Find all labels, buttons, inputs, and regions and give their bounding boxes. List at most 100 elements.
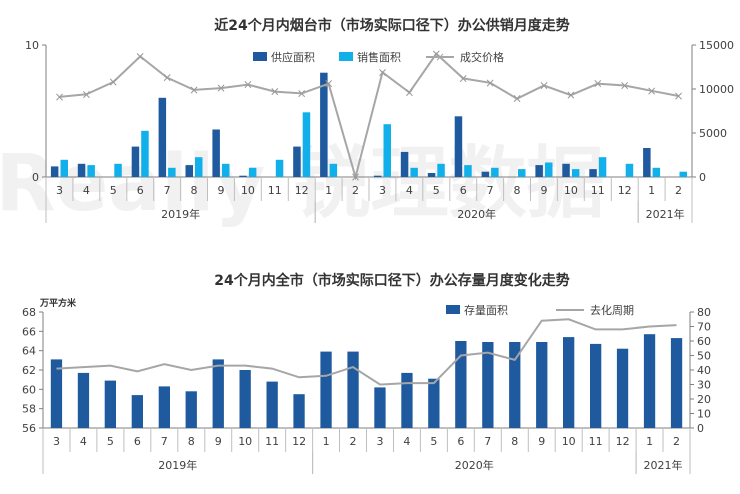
bar-primary	[536, 342, 548, 428]
bar-primary	[589, 169, 597, 177]
chart-bottom: 24个月内全市（市场实际口径下）办公存量月度变化走势 万平方米 56586062…	[22, 272, 711, 474]
bar-secondary	[60, 159, 68, 177]
bar-primary	[509, 342, 521, 428]
x-tick-label: 7	[161, 435, 168, 448]
bar-primary	[77, 163, 86, 177]
x-tick-label: 8	[191, 184, 198, 197]
bar-primary	[373, 175, 382, 177]
x-tick-label: 7	[487, 184, 494, 197]
y-right-tick-label: 60	[697, 335, 711, 348]
x-tick-label: 10	[241, 184, 255, 197]
bar-primary	[239, 175, 247, 177]
bar-primary	[158, 386, 170, 428]
x-tick-label: 3	[377, 435, 384, 448]
y-right-tick-label: 20	[697, 393, 711, 406]
legend-label-supply: 供应面积	[271, 50, 315, 64]
line-marker: ×	[108, 75, 118, 89]
y-right-tick-label: 10	[697, 408, 711, 421]
x-year-label: 2020年	[457, 207, 496, 221]
bar-primary	[50, 166, 59, 177]
x-tick-label: 12	[616, 435, 630, 448]
x-tick-label: 9	[215, 435, 222, 448]
x-tick-label: 4	[406, 184, 413, 197]
x-tick-label: 7	[484, 435, 491, 448]
x-tick-label: 11	[591, 184, 605, 197]
x-year-label: 2019年	[161, 207, 200, 221]
x-tick-label: 2	[673, 435, 680, 448]
y-right-tick-label: 10000	[699, 83, 734, 96]
bar-primary	[212, 359, 224, 428]
y-right-tick-label: 15000	[699, 39, 734, 52]
x-tick-label: 8	[514, 184, 521, 197]
bar-primary	[643, 148, 651, 177]
line-marker: ×	[81, 87, 91, 101]
line-marker: ×	[620, 79, 630, 93]
x-tick-label: 6	[457, 435, 464, 448]
x-tick-label: 11	[268, 184, 282, 197]
chart-bottom-title: 24个月内全市（市场实际口径下）办公存量月度变化走势	[214, 272, 569, 289]
bar-primary	[293, 146, 301, 177]
bar-primary	[562, 163, 570, 177]
bar-secondary	[410, 167, 418, 177]
bar-secondary	[598, 157, 607, 177]
chart-bottom-unit: 万平方米	[39, 297, 77, 309]
x-tick-label: 2	[675, 184, 682, 197]
chart-top: 近24个月内烟台市（市场实际口径下）办公供销月度走势 0 10 0 5000 10000…	[25, 17, 734, 223]
bar-primary	[50, 359, 63, 428]
line-marker: ×	[54, 90, 64, 104]
legend-swatch-supply	[253, 52, 267, 61]
chart-top-title: 近24个月内烟台市（市场实际口径下）办公供销月度走势	[214, 17, 569, 34]
bar-primary	[320, 351, 332, 428]
bar-secondary	[168, 167, 176, 177]
bar-primary	[481, 171, 490, 177]
bar-primary	[239, 370, 251, 428]
y-left-tick-label: 0	[32, 171, 39, 184]
line-marker: ×	[593, 77, 603, 91]
bar-primary	[158, 97, 167, 177]
x-tick-label: 8	[188, 435, 195, 448]
bar-primary	[185, 391, 197, 428]
x-tick-label: 1	[323, 435, 330, 448]
legend-marker-price: ×	[435, 50, 445, 64]
line-marker: ×	[135, 49, 145, 63]
x-tick-label: 3	[379, 184, 386, 197]
legend-swatch-stock	[446, 305, 460, 314]
bar-primary	[131, 395, 143, 428]
chart-top-bars	[50, 72, 687, 177]
x-tick-label: 5	[430, 435, 437, 448]
line-marker: ×	[673, 89, 683, 103]
bar-primary	[427, 173, 436, 177]
bar-primary	[563, 337, 575, 428]
bar-secondary	[518, 169, 526, 177]
bar-primary	[616, 348, 629, 428]
chart-bottom-line	[56, 318, 677, 386]
x-tick-label: 7	[164, 184, 171, 197]
x-year-label: 2021年	[644, 458, 683, 472]
y-right-tick-label: 5000	[699, 127, 727, 140]
bar-secondary	[625, 163, 634, 177]
x-tick-label: 2	[350, 435, 357, 448]
bar-primary	[643, 334, 656, 428]
x-tick-label: 1	[325, 184, 332, 197]
bar-primary	[347, 351, 359, 428]
line-marker: ×	[512, 92, 522, 106]
chart-bottom-bars	[50, 334, 683, 428]
bar-primary	[670, 338, 683, 428]
x-tick-label: 4	[403, 435, 410, 448]
y-right-tick-label: 50	[697, 350, 711, 363]
x-tick-label: 12	[295, 184, 309, 197]
x-tick-label: 9	[218, 184, 225, 197]
legend-swatch-sales	[339, 52, 353, 61]
bar-primary	[293, 394, 305, 428]
x-tick-label: 5	[110, 184, 117, 197]
y-left-tick-label: 10	[25, 39, 39, 52]
bar-primary	[454, 116, 463, 177]
bar-primary	[428, 378, 440, 428]
line-marker: ×	[216, 81, 226, 95]
bar-primary	[401, 372, 413, 428]
x-tick-label: 9	[541, 184, 548, 197]
